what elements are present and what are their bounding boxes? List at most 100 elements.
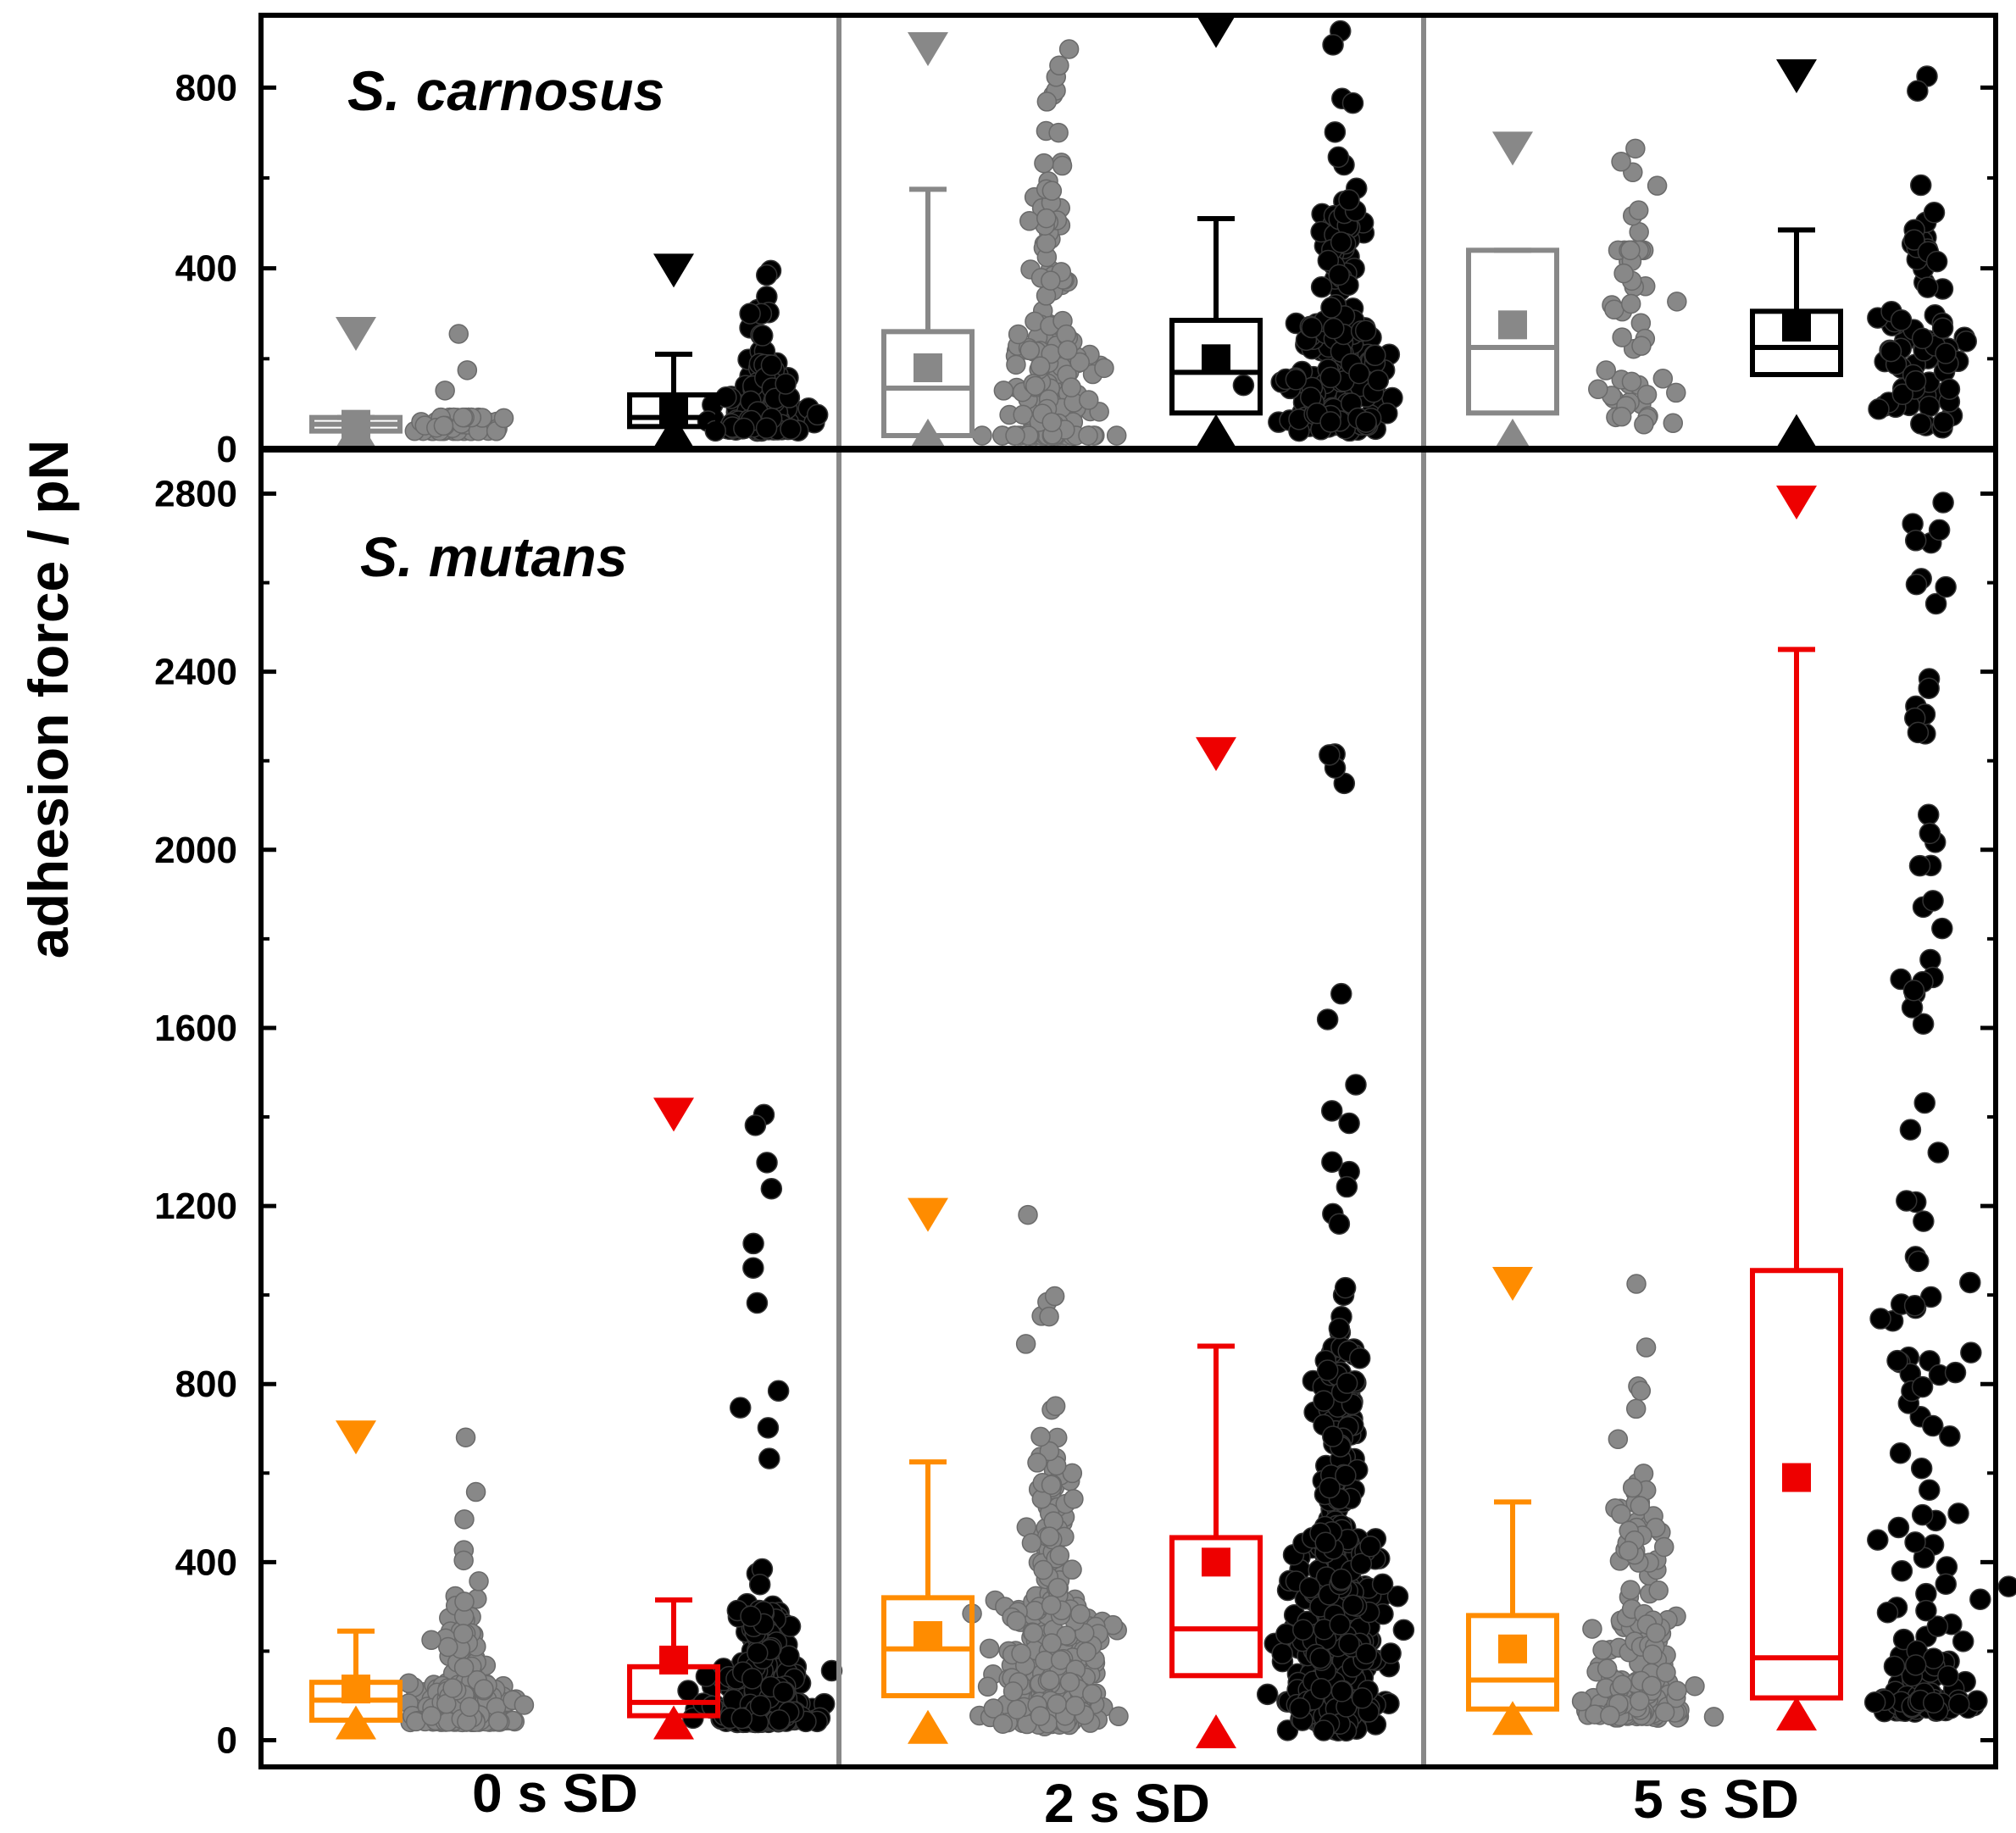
data-point-p1-g3 (1355, 1642, 1378, 1665)
panel-title-s-carnosus: S. carnosus (347, 59, 664, 122)
max-marker-p0-g2 (908, 32, 948, 66)
y-tick-label: 800 (175, 67, 237, 108)
category-label-2s: 2 s SD (1044, 1773, 1210, 1833)
data-point-p0-g2 (1006, 354, 1026, 375)
data-point-p1-g4 (1630, 1691, 1650, 1711)
data-point-p1-g3 (1338, 1632, 1360, 1655)
data-point-p0-g4 (1625, 138, 1646, 159)
data-point-p0-g2 (1005, 425, 1025, 446)
min-marker-p1-g3 (1196, 1714, 1236, 1748)
data-point-p1-g2 (977, 1676, 998, 1697)
panel-title-s-mutans: S. mutans (360, 525, 627, 588)
data-point-p1-g2 (1039, 1306, 1059, 1327)
data-point-p0-g2 (1058, 39, 1080, 59)
data-point-p1-g2 (1050, 1650, 1071, 1670)
data-point-p1-g5 (1947, 1503, 1969, 1525)
data-point-p1-g4 (1608, 1429, 1629, 1450)
data-point-p1-g3 (1291, 1619, 1314, 1641)
data-point-p0-g5 (1931, 317, 1954, 339)
data-point-p1-g3 (1351, 1687, 1374, 1709)
data-point-p0-g0 (453, 407, 474, 428)
data-point-p1-g1 (748, 1573, 771, 1596)
data-point-p0-g3 (1310, 275, 1333, 298)
data-point-p1-g5 (1887, 1516, 1910, 1539)
data-point-p1-g1 (772, 1681, 795, 1703)
data-point-p0-g1 (780, 418, 802, 441)
data-point-p1-g2 (1027, 1453, 1047, 1473)
data-point-p1-g5 (1937, 1664, 1959, 1687)
min-marker-p1-g4 (1492, 1701, 1533, 1736)
data-point-p1-g2 (1059, 1672, 1080, 1692)
box-p0-g3 (1169, 318, 1263, 416)
data-point-p1-g2 (1065, 1696, 1086, 1716)
data-point-p1-g5 (1908, 854, 1931, 877)
plot-frame (258, 13, 1998, 1769)
min-marker-p1-g2 (908, 1709, 948, 1744)
data-point-p0-g2 (1078, 425, 1098, 446)
data-point-p1-g1 (757, 1417, 780, 1439)
data-point-p1-g3 (1319, 1476, 1341, 1499)
data-point-p1-g4 (1630, 1496, 1651, 1516)
mean-marker-p1-g3 (1202, 1547, 1230, 1577)
data-point-p1-g4 (1626, 1274, 1647, 1294)
data-point-p0-g4 (1666, 382, 1686, 403)
data-point-p1-g2 (1049, 1545, 1070, 1566)
data-point-p1-g0 (453, 1624, 474, 1644)
min-marker-p1-g0 (336, 1705, 376, 1740)
data-point-p0-g3 (1364, 344, 1386, 367)
min-marker-p0-g1 (653, 414, 694, 448)
data-point-p1-g3 (1319, 744, 1341, 766)
data-point-p1-g4 (1597, 1658, 1618, 1679)
data-point-p1-g1 (749, 1695, 772, 1717)
data-point-p1-g3 (1335, 1464, 1357, 1486)
data-point-p0-g0 (448, 324, 469, 344)
data-point-p1-g5 (1922, 890, 1944, 912)
data-point-p1-g5 (1924, 592, 1947, 615)
data-point-p0-g4 (1620, 240, 1641, 261)
data-point-p1-g5 (1969, 1588, 1991, 1611)
data-point-p1-g0 (469, 1571, 489, 1591)
data-point-p1-g1 (740, 1605, 762, 1628)
data-point-p1-g5 (1922, 1691, 1945, 1714)
data-point-p0-g5 (1880, 340, 1902, 363)
data-point-p1-g1 (758, 1447, 780, 1469)
data-point-p1-g2 (979, 1638, 1000, 1659)
data-point-p0-g2 (1041, 412, 1063, 433)
data-point-p0-g4 (1611, 406, 1632, 427)
data-point-p1-g2 (1082, 1684, 1102, 1704)
data-point-p0-g5 (1911, 327, 1934, 350)
data-point-p0-g1 (752, 325, 774, 347)
data-point-p1-g5 (1903, 1294, 1926, 1317)
data-point-p0-g3 (1301, 316, 1323, 339)
data-point-p0-g3 (1355, 411, 1377, 433)
data-point-p1-g2 (1047, 1577, 1069, 1598)
data-point-p1-g5 (1889, 1442, 1912, 1464)
data-point-p1-g2 (1030, 1706, 1051, 1726)
data-point-p1-g3 (1313, 1390, 1335, 1412)
data-point-p1-g3 (1316, 1008, 1339, 1030)
max-marker-p0-g0 (336, 317, 376, 351)
data-point-p1-g5 (1896, 1190, 1918, 1212)
data-point-p1-g5 (1904, 530, 1927, 552)
data-point-p0-g2 (1019, 340, 1041, 361)
y-tick-label: 400 (175, 1541, 237, 1583)
data-point-p1-g4 (1642, 1644, 1663, 1664)
mean-marker-p0-g2 (914, 353, 942, 382)
box-p1-g3 (1169, 1535, 1263, 1679)
mean-marker-p1-g5 (1782, 1463, 1811, 1492)
data-point-p0-g4 (1667, 292, 1687, 312)
box-plots-layer (309, 14, 1843, 1748)
data-point-p1-g3 (1313, 1719, 1335, 1741)
data-point-p1-g2 (1033, 1559, 1053, 1580)
data-point-p1-g0 (454, 1509, 475, 1530)
data-point-p0-g3 (1328, 264, 1350, 286)
data-point-p0-g5 (1903, 229, 1925, 251)
data-point-p1-g5 (1876, 1602, 1899, 1624)
data-point-p1-g5 (1928, 519, 1951, 542)
data-point-p0-g4 (1634, 414, 1654, 435)
data-point-p1-g3 (1359, 1536, 1381, 1558)
y-tick-label: 1200 (154, 1186, 237, 1227)
max-marker-p0-g1 (653, 253, 694, 288)
data-point-p0-g3 (1341, 92, 1364, 114)
max-marker-p1-g2 (908, 1197, 948, 1232)
